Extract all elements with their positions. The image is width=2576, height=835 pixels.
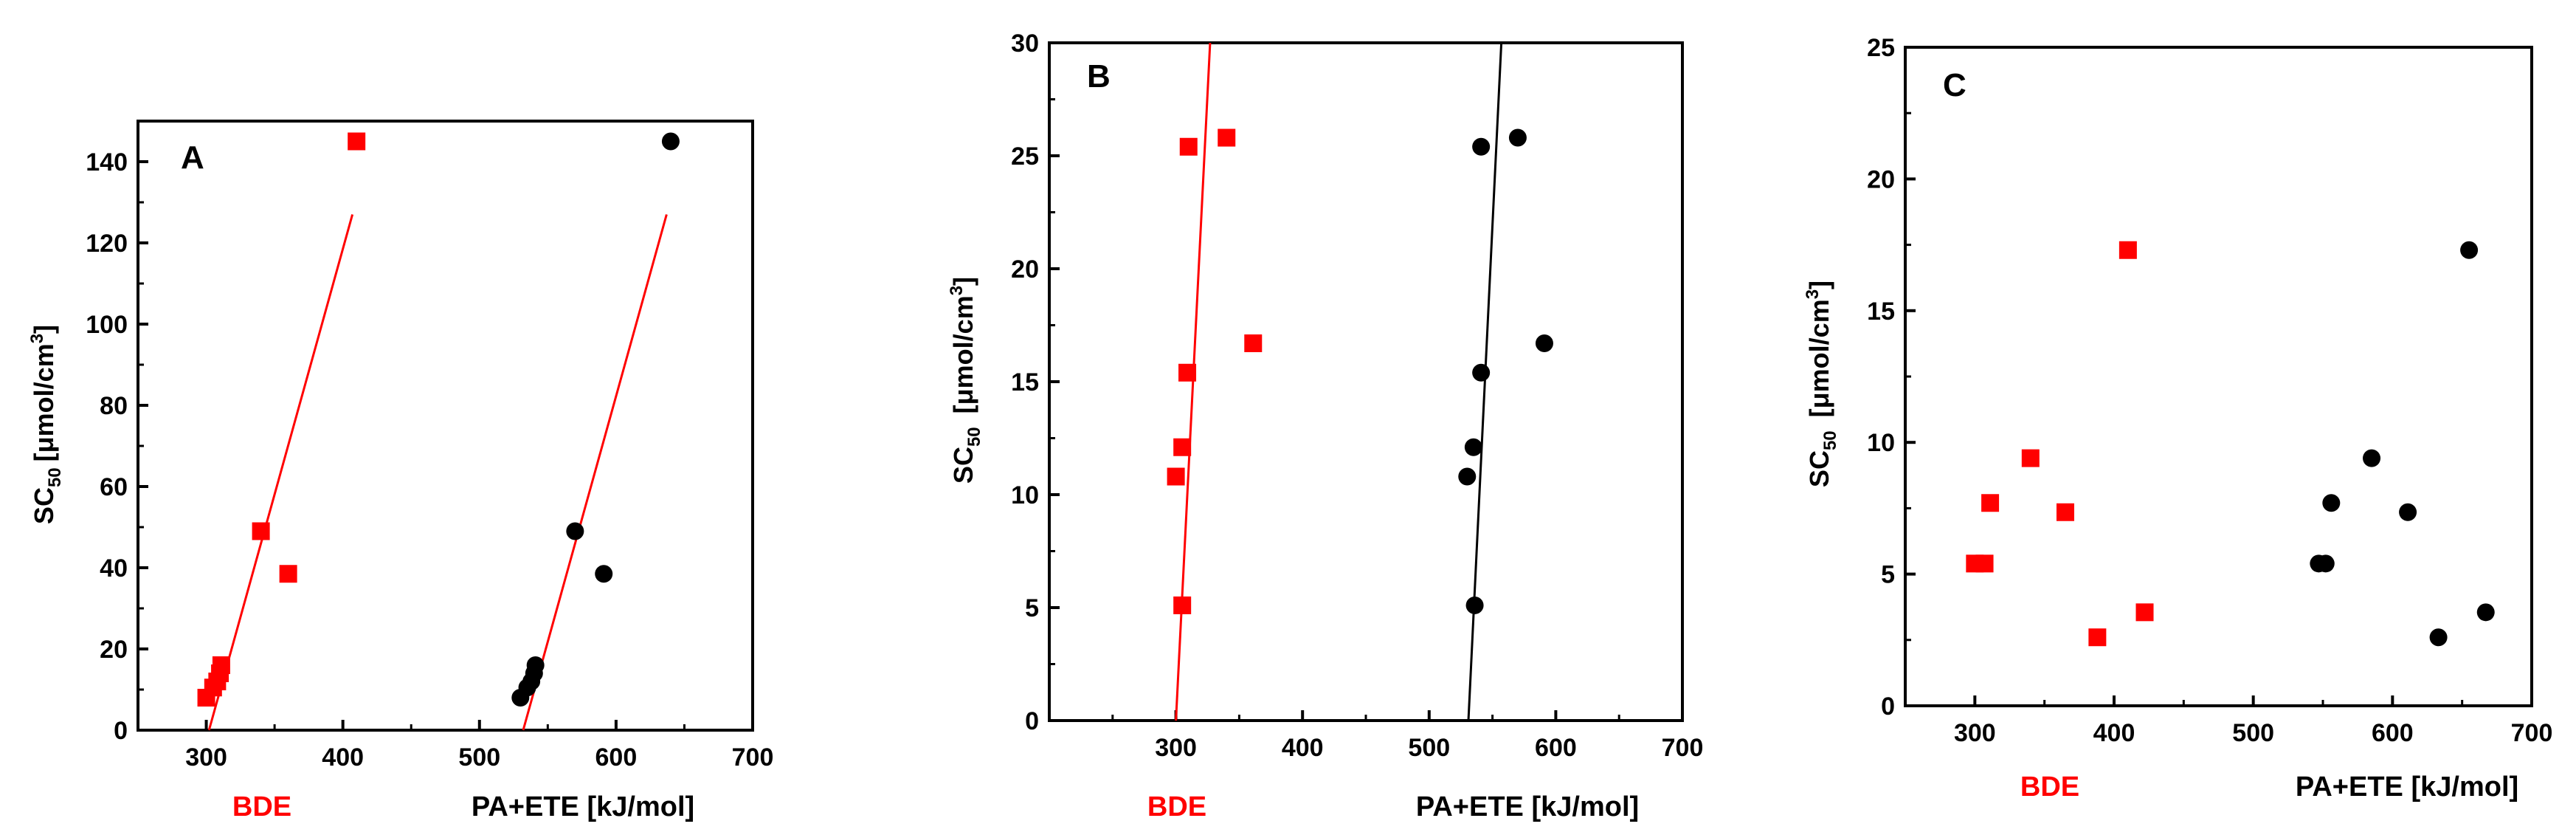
data-point-bde [212,656,230,674]
data-point-pa-ete [1472,137,1491,156]
x-tick-label: 600 [1535,734,1577,762]
x-tick-label: 400 [322,743,364,772]
data-point-bde [2135,603,2154,622]
x-tick-label: 600 [595,743,638,772]
data-point-bde [279,565,297,583]
data-point-bde [1167,467,1185,486]
x-axis-title-pa-ete: PA+ETE [kJ/mol] [2296,772,2518,803]
data-point-bde [2119,241,2137,259]
data-point-pa-ete [2322,494,2341,512]
data-point-bde [1975,554,1994,573]
y-tick-label: 20 [1867,165,1895,193]
panel-label: A [181,140,204,176]
data-point-bde [2088,628,2107,647]
data-point-bde [2056,503,2074,521]
data-point-bde [1178,363,1197,382]
x-tick-label: 400 [2093,719,2135,747]
data-point-pa-ete [2363,449,2381,467]
x-axis-title-pa-ete: PA+ETE [kJ/mol] [472,791,694,822]
data-point-pa-ete [2476,603,2495,622]
data-point-bde [348,132,366,151]
y-tick-label: 15 [1011,368,1039,396]
y-tick-label: 30 [1011,30,1039,58]
x-tick-label: 700 [2511,719,2553,747]
y-tick-label: 40 [100,554,128,583]
data-point-pa-ete [1508,128,1527,147]
data-point-pa-ete [661,132,680,151]
y-tick-label: 120 [86,230,128,258]
x-tick-label: 500 [1408,734,1450,762]
y-tick-label: 0 [1881,693,1895,721]
x-tick-label: 400 [1282,734,1324,762]
y-tick-label: 20 [100,636,128,664]
x-tick-label: 300 [1155,734,1197,762]
data-point-bde [1173,596,1192,614]
x-tick-label: 600 [2372,719,2414,747]
y-tick-label: 20 [1011,255,1039,284]
data-point-pa-ete [1464,438,1482,456]
data-point-bde [1173,438,1192,456]
x-axis-title-bde: BDE [232,791,291,822]
y-tick-label: 80 [100,392,128,420]
fit-line-bde [207,214,354,731]
x-tick-label: 500 [458,743,500,772]
data-point-bde [252,522,270,540]
y-tick-label: 25 [1011,142,1039,171]
x-tick-label: 500 [2232,719,2274,747]
x-tick-label: 300 [1954,719,1996,747]
y-tick-label: 0 [1025,707,1039,735]
y-tick-label: 10 [1011,481,1039,509]
y-tick-label: 0 [114,717,128,745]
y-tick-label: 10 [1867,429,1895,457]
data-point-bde [1244,334,1263,352]
x-tick-label: 700 [1662,734,1704,762]
x-axis-title-bde: BDE [1147,791,1206,822]
x-tick-label: 300 [185,743,227,772]
data-point-pa-ete [595,565,613,583]
fit-line-paete [522,214,668,731]
y-axis-title: SC50 [μmol/cm3] [947,277,984,484]
y-tick-label: 5 [1025,594,1039,622]
data-point-bde [1179,137,1198,156]
data-point-bde [1981,494,2000,512]
plot-frame [1048,41,1684,722]
data-point-pa-ete [1458,467,1477,486]
plot-frame [137,120,754,732]
panel-b: 300 400 500 600 700 0 5 10 15 20 25 30 B SC50 [μmol… [947,30,1703,822]
y-axis-title: SC50 [μmol/cm3] [1803,281,1840,487]
data-point-pa-ete [1535,334,1553,352]
panel-a: 300 400 500 600 700 0 20 40 60 80 100 120 140 A SC50… [27,120,774,822]
data-point-pa-ete [2316,554,2335,573]
y-tick-label: 5 [1881,561,1895,589]
x-axis-title-bde: BDE [2020,772,2079,803]
data-point-pa-ete [526,656,545,674]
y-tick-label: 140 [86,148,128,176]
y-tick-label: 25 [1867,34,1895,62]
data-point-pa-ete [2460,241,2479,259]
data-point-bde [2021,449,2040,467]
panel-label: B [1087,58,1111,95]
data-point-pa-ete [1472,363,1491,382]
plot-frame [1904,46,2533,707]
x-axis-title-pa-ete: PA+ETE [kJ/mol] [1416,791,1639,822]
data-point-pa-ete [566,522,584,540]
data-point-pa-ete [2399,503,2417,521]
y-tick-label: 60 [100,473,128,501]
y-tick-label: 15 [1867,298,1895,326]
data-point-bde [1218,128,1236,147]
y-axis-title: SC50[μmol/cm3] [27,325,65,524]
x-tick-label: 700 [732,743,774,772]
data-point-pa-ete [1465,596,1484,614]
panel-label: C [1943,67,1966,103]
panel-c: 300 400 500 600 700 0 5 10 15 20 25 C SC50 [μmol/c… [1803,34,2552,803]
data-point-pa-ete [2429,628,2448,647]
y-tick-label: 100 [86,311,128,339]
